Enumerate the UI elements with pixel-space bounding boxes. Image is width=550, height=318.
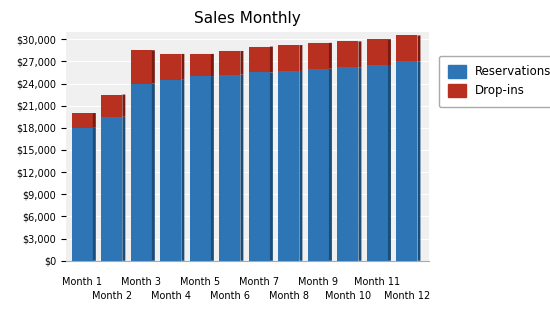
Polygon shape: [270, 73, 273, 261]
Polygon shape: [122, 94, 125, 117]
Polygon shape: [359, 41, 361, 67]
Polygon shape: [367, 65, 388, 261]
Polygon shape: [417, 36, 420, 61]
Polygon shape: [367, 39, 388, 65]
Polygon shape: [299, 45, 303, 71]
Polygon shape: [160, 80, 182, 261]
Text: Month 10: Month 10: [325, 291, 371, 301]
Polygon shape: [72, 113, 93, 128]
Polygon shape: [240, 75, 243, 261]
Polygon shape: [329, 43, 332, 69]
Polygon shape: [219, 51, 240, 75]
Title: Sales Monthly: Sales Monthly: [194, 11, 301, 26]
Polygon shape: [278, 71, 299, 261]
Text: Month 12: Month 12: [384, 291, 430, 301]
Text: Month 6: Month 6: [210, 291, 250, 301]
Polygon shape: [211, 76, 214, 261]
Polygon shape: [307, 69, 329, 261]
Polygon shape: [152, 84, 155, 261]
Polygon shape: [131, 50, 152, 84]
Polygon shape: [249, 73, 270, 261]
Polygon shape: [388, 39, 391, 65]
Polygon shape: [131, 84, 152, 261]
Polygon shape: [299, 71, 303, 261]
Polygon shape: [240, 51, 243, 75]
Polygon shape: [396, 61, 417, 261]
Text: Month 8: Month 8: [269, 291, 309, 301]
Polygon shape: [270, 46, 273, 73]
Text: Month 4: Month 4: [151, 291, 191, 301]
Polygon shape: [396, 36, 417, 61]
Polygon shape: [182, 80, 184, 261]
Polygon shape: [211, 54, 214, 76]
Text: Month 7: Month 7: [239, 277, 279, 287]
Polygon shape: [417, 61, 420, 261]
Polygon shape: [72, 128, 93, 261]
Polygon shape: [122, 117, 125, 261]
Polygon shape: [337, 67, 359, 261]
Text: Month 3: Month 3: [121, 277, 161, 287]
Polygon shape: [219, 75, 240, 261]
Polygon shape: [182, 54, 184, 80]
Polygon shape: [190, 54, 211, 76]
Polygon shape: [101, 117, 122, 261]
Polygon shape: [101, 94, 122, 117]
Polygon shape: [337, 41, 359, 67]
Polygon shape: [152, 50, 155, 84]
Polygon shape: [190, 76, 211, 261]
Text: Month 9: Month 9: [298, 277, 338, 287]
Legend: Reservations, Drop-ins: Reservations, Drop-ins: [438, 56, 550, 107]
Text: Month 11: Month 11: [354, 277, 400, 287]
Polygon shape: [307, 43, 329, 69]
Polygon shape: [359, 67, 361, 261]
Text: Month 1: Month 1: [62, 277, 102, 287]
Polygon shape: [160, 54, 182, 80]
Polygon shape: [249, 46, 270, 73]
Polygon shape: [278, 45, 299, 71]
Text: Month 2: Month 2: [92, 291, 132, 301]
Polygon shape: [93, 128, 96, 261]
Polygon shape: [329, 69, 332, 261]
Polygon shape: [93, 113, 96, 128]
Text: Month 5: Month 5: [180, 277, 221, 287]
Polygon shape: [388, 65, 391, 261]
